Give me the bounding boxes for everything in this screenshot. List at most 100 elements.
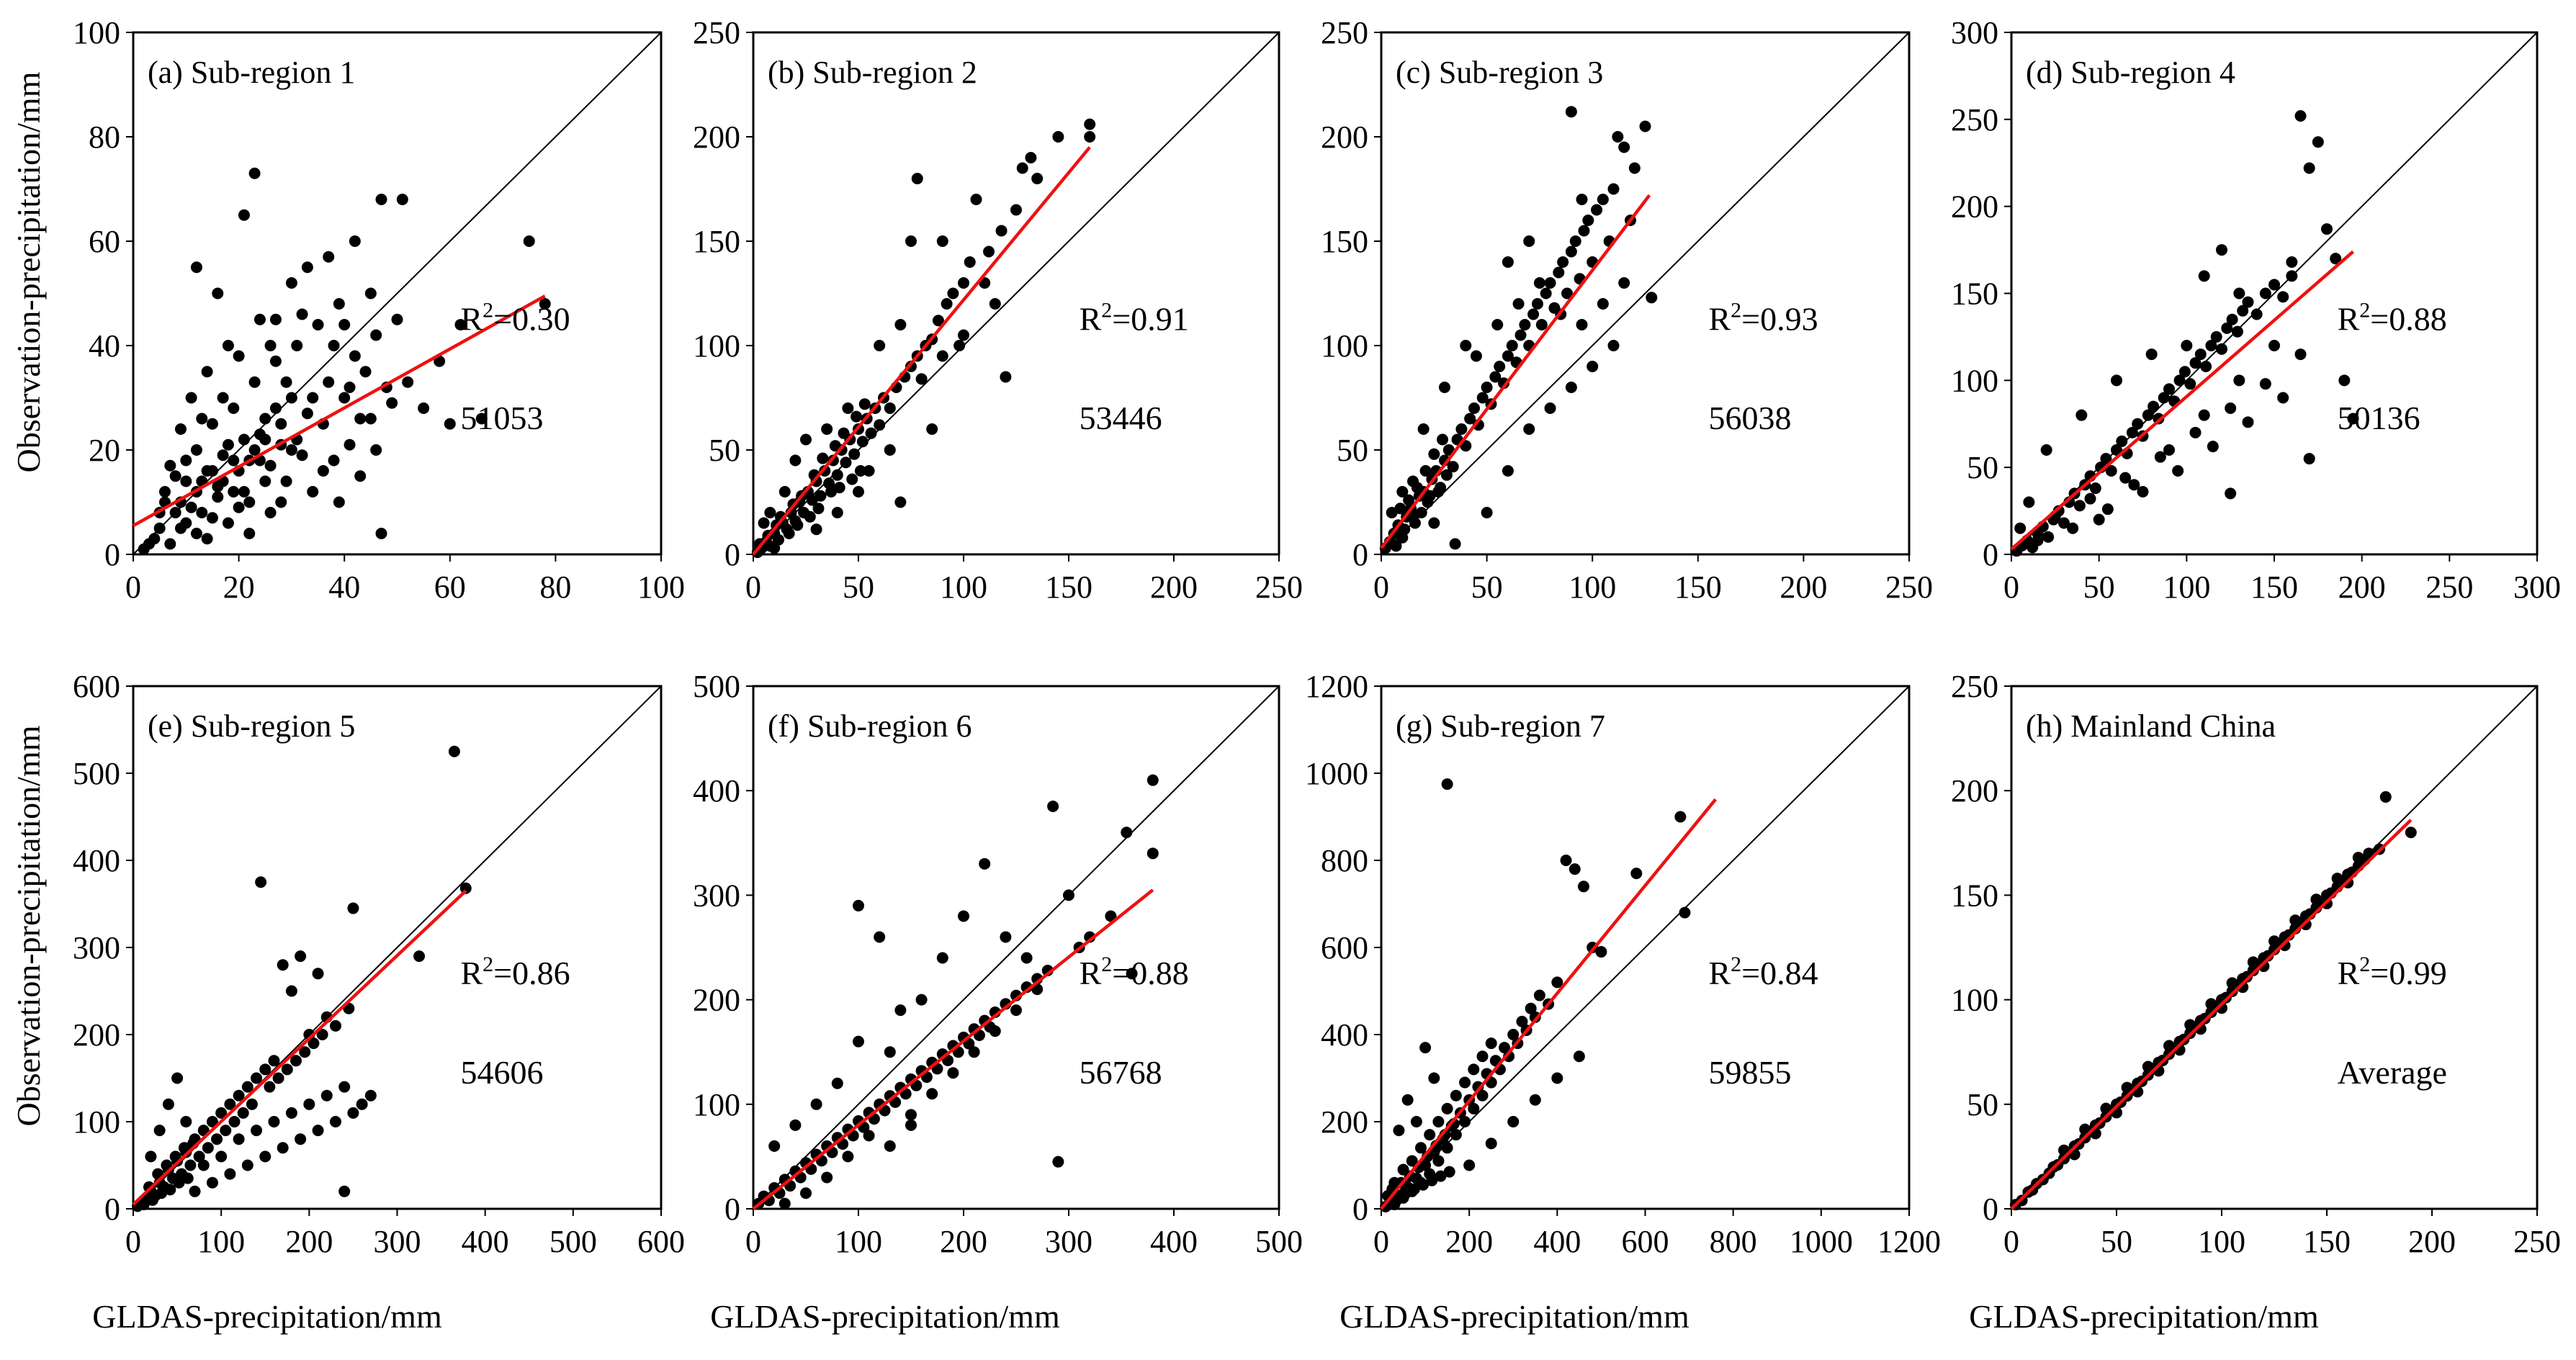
x-tick-label: 0 xyxy=(745,1224,761,1259)
scatter-point xyxy=(989,298,1001,310)
station-label: 51053 xyxy=(460,400,543,436)
scatter-point xyxy=(1146,774,1159,786)
scatter-point xyxy=(1582,215,1594,226)
scatter-point xyxy=(329,1116,341,1127)
scatter-point xyxy=(1428,1072,1440,1084)
scatter-point xyxy=(778,486,791,497)
y-tick-label: 600 xyxy=(73,669,120,704)
panel-6: 0 100 200 300 400 500 0 100 200 300 400 500 (f) Sub-… xyxy=(693,669,1303,1259)
x-tick-label: 1000 xyxy=(1790,1224,1853,1259)
y-tick-label: 200 xyxy=(1321,120,1368,155)
scatter-point xyxy=(821,1171,833,1184)
scatter-point xyxy=(285,985,297,997)
scatter-point xyxy=(402,376,414,388)
scatter-point xyxy=(1447,461,1459,473)
x-tick-label: 50 xyxy=(2083,569,2115,605)
scatter-point xyxy=(296,308,308,320)
scatter-point xyxy=(2233,287,2245,300)
scatter-point xyxy=(285,277,297,289)
scatter-point xyxy=(164,459,176,472)
scatter-point xyxy=(523,235,535,247)
scatter-point xyxy=(1432,1155,1445,1167)
scatter-point xyxy=(838,427,850,439)
scatter-point xyxy=(328,340,340,351)
y-tick-label: 0 xyxy=(724,1192,740,1227)
scatter-point xyxy=(1449,538,1461,550)
y-tick-label: 0 xyxy=(1983,1192,1998,1227)
scatter-point xyxy=(1000,931,1012,943)
scatter-point xyxy=(1540,287,1552,300)
scatter-point xyxy=(328,454,340,467)
plot-frame xyxy=(752,685,1280,1210)
scatter-point xyxy=(206,418,218,430)
scatter-point xyxy=(2258,960,2270,973)
scatter-point xyxy=(238,433,250,446)
scatter-point xyxy=(831,469,843,481)
x-tick-label: 200 xyxy=(940,1224,987,1259)
r-squared-label: R2=0.93 xyxy=(1708,298,1818,337)
scatter-point xyxy=(164,1184,176,1196)
scatter-point xyxy=(2198,270,2210,282)
scatter-point xyxy=(2132,418,2144,430)
scatter-point xyxy=(1544,277,1556,289)
scatter-point xyxy=(865,427,877,439)
scatter-point xyxy=(831,1077,843,1089)
y-axis-label-bottom: Observation-precipitation/mm xyxy=(10,725,47,1126)
y-tick-label: 100 xyxy=(1951,363,1998,398)
scatter-point xyxy=(338,1081,351,1093)
scatter-point xyxy=(185,392,197,404)
y-tick-label: 150 xyxy=(693,224,740,259)
scatter-point xyxy=(295,1133,307,1145)
scatter-point xyxy=(2067,522,2079,534)
y-tick-label: 1200 xyxy=(1305,669,1368,704)
y-tick-label: 250 xyxy=(1951,669,1998,704)
scatter-point xyxy=(206,1176,218,1189)
regression-line xyxy=(1380,798,1717,1210)
scatter-point xyxy=(1010,204,1022,216)
scatter-point xyxy=(171,1072,184,1084)
scatter-point xyxy=(1435,1170,1447,1182)
x-axis-label-1: GLDAS-precipitation/mm xyxy=(92,1298,442,1335)
y-tick-label: 40 xyxy=(89,328,120,364)
scatter-point xyxy=(1393,1125,1405,1137)
scatter-point xyxy=(307,486,319,497)
scatter-point xyxy=(936,350,948,362)
scatter-point xyxy=(196,413,208,425)
y-tick-label: 250 xyxy=(693,15,740,50)
scatter-point xyxy=(2116,435,2128,447)
scatter-point xyxy=(1578,225,1590,237)
scatter-point xyxy=(2137,486,2149,497)
scatter-point xyxy=(233,501,245,513)
scatter-point xyxy=(2347,413,2359,425)
scatter-point xyxy=(926,423,938,435)
scatter-point xyxy=(1494,361,1506,372)
station-label: 59855 xyxy=(1708,1054,1791,1091)
scatter-point xyxy=(1529,1094,1541,1106)
y-tick-label: 100 xyxy=(73,15,120,50)
scatter-point xyxy=(246,1098,258,1110)
scatter-point xyxy=(1470,350,1482,362)
scatter-point xyxy=(970,194,982,205)
x-tick-label: 0 xyxy=(125,569,141,605)
scatter-point xyxy=(2075,409,2088,421)
r-squared-label: R2=0.88 xyxy=(1080,953,1189,991)
scatter-point xyxy=(2126,426,2138,438)
scatter-point xyxy=(1020,952,1033,964)
scatter-point xyxy=(958,277,969,289)
scatter-point xyxy=(1428,517,1440,529)
scatter-point xyxy=(905,1119,917,1131)
scatter-point xyxy=(233,1133,245,1145)
scatter-point xyxy=(224,1168,236,1180)
scatter-point xyxy=(285,1107,297,1119)
x-tick-label: 500 xyxy=(549,1224,597,1259)
scatter-point xyxy=(143,538,155,550)
x-tick-label: 60 xyxy=(434,569,466,605)
scatter-point xyxy=(264,1081,276,1093)
scatter-point xyxy=(268,1116,280,1127)
scatter-point xyxy=(269,402,282,414)
scatter-point xyxy=(1523,235,1535,247)
y-tick-label: 50 xyxy=(1967,450,1998,485)
scatter-point xyxy=(915,994,928,1006)
x-axis-label-4: GLDAS-precipitation/mm xyxy=(1969,1298,2319,1335)
